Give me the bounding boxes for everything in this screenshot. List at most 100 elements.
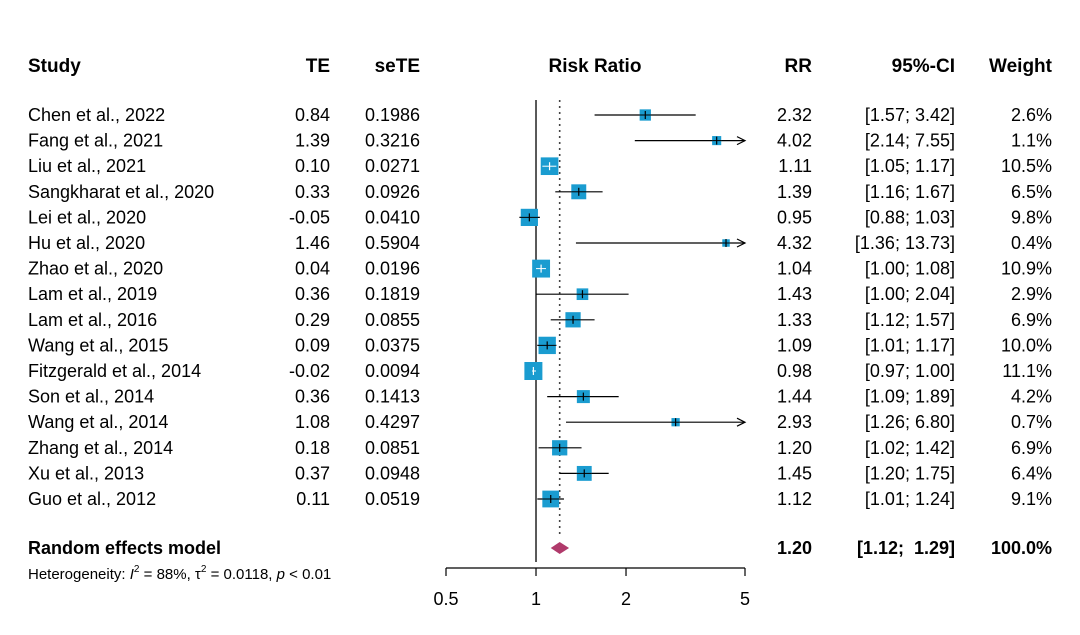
study-weight: 9.8% — [1011, 207, 1052, 227]
study-row: Wang et al., 2015 0.09 0.0375 1.09 [1.01; 1.… — [28, 335, 1052, 355]
study-row: Sangkharat et al., 2020 0.33 0.0926 1.39 [1.… — [28, 182, 1052, 202]
study-ci: [1.26; 6.80] — [865, 412, 955, 432]
study-ci: [2.14; 7.55] — [865, 131, 955, 151]
study-sete: 0.0851 — [365, 438, 420, 458]
study-row: Xu et al., 2013 0.37 0.0948 1.45 [1.20; 1.75… — [28, 463, 1052, 483]
study-te: 0.29 — [295, 310, 330, 330]
study-name: Wang et al., 2015 — [28, 335, 168, 355]
study-sete: 0.3216 — [365, 131, 420, 151]
study-rr: 2.32 — [777, 105, 812, 125]
study-weight: 6.4% — [1011, 463, 1052, 483]
study-name: Sangkharat et al., 2020 — [28, 182, 214, 202]
study-row: Zhang et al., 2014 0.18 0.0851 1.20 [1.02; 1… — [28, 438, 1052, 458]
het-i2-exp: 2 — [134, 564, 140, 575]
study-rr: 0.98 — [777, 361, 812, 381]
study-weight: 4.2% — [1011, 387, 1052, 407]
study-sete: 0.0926 — [365, 182, 420, 202]
header-risk-ratio: Risk Ratio — [549, 56, 642, 77]
het-p-value: < 0.01 — [285, 566, 331, 583]
ci-arrow — [736, 136, 747, 146]
study-name: Fitzgerald et al., 2014 — [28, 361, 201, 381]
het-i2-symbol: I — [130, 566, 134, 583]
header-sete: seTE — [375, 56, 420, 77]
study-weight: 6.5% — [1011, 182, 1052, 202]
study-te: 0.09 — [295, 335, 330, 355]
study-row: Fitzgerald et al., 2014 -0.02 0.0094 0.98 [0… — [28, 361, 1052, 381]
study-weight: 2.6% — [1011, 105, 1052, 125]
study-rr: 1.04 — [777, 259, 812, 279]
study-ci: [1.01; 1.24] — [865, 489, 955, 509]
study-te: 0.18 — [295, 438, 330, 458]
study-rr: 1.20 — [777, 438, 812, 458]
pooled-label: Random effects model — [28, 538, 221, 558]
pooled-row: Random effects model 1.20 [1.12; 1.29] 1… — [28, 538, 1052, 558]
study-te: 0.10 — [295, 156, 330, 176]
study-name: Guo et al., 2012 — [28, 489, 156, 509]
study-rr: 1.39 — [777, 182, 812, 202]
study-weight: 6.9% — [1011, 310, 1052, 330]
study-sete: 0.0094 — [365, 361, 420, 381]
study-rr: 1.33 — [777, 310, 812, 330]
x-tick-label: 2 — [621, 589, 631, 609]
study-name: Xu et al., 2013 — [28, 463, 144, 483]
study-row: Chen et al., 2022 0.84 0.1986 2.32 [1.57; 3.… — [28, 105, 1052, 125]
study-ci: [1.05; 1.17] — [865, 156, 955, 176]
study-name: Lei et al., 2020 — [28, 207, 146, 227]
study-name: Zhao et al., 2020 — [28, 259, 163, 279]
study-sete: 0.0410 — [365, 207, 420, 227]
study-name: Lam et al., 2019 — [28, 284, 157, 304]
header-study: Study — [28, 56, 81, 77]
study-ci: [0.88; 1.03] — [865, 207, 955, 227]
study-name: Lam et al., 2016 — [28, 310, 157, 330]
study-row: Zhao et al., 2020 0.04 0.0196 1.04 [1.00; 1.… — [28, 259, 1052, 279]
study-name: Fang et al., 2021 — [28, 131, 163, 151]
study-sete: 0.0519 — [365, 489, 420, 509]
study-sete: 0.0375 — [365, 335, 420, 355]
ci-arrow — [736, 238, 747, 248]
study-rr: 1.43 — [777, 284, 812, 304]
study-ci: [1.00; 1.08] — [865, 259, 955, 279]
study-ci: [1.20; 1.75] — [865, 463, 955, 483]
study-sete: 0.0271 — [365, 156, 420, 176]
study-weight: 6.9% — [1011, 438, 1052, 458]
study-row: Hu et al., 2020 1.46 0.5904 4.32 [1.36; 13.7… — [28, 233, 1052, 253]
study-sete: 0.1819 — [365, 284, 420, 304]
study-sete: 0.0855 — [365, 310, 420, 330]
het-tau-value: = 0.0118, — [206, 566, 276, 583]
study-rows: Chen et al., 2022 0.84 0.1986 2.32 [1.57; 3.… — [28, 105, 1052, 509]
study-sete: 0.1986 — [365, 105, 420, 125]
study-row: Lam et al., 2016 0.29 0.0855 1.33 [1.12; 1.5… — [28, 310, 1052, 330]
ci-arrow — [736, 417, 747, 427]
study-rr: 1.45 — [777, 463, 812, 483]
header-te: TE — [306, 56, 330, 77]
study-te: 0.04 — [295, 259, 330, 279]
pooled-diamond — [550, 542, 570, 554]
study-ci: [1.00; 2.04] — [865, 284, 955, 304]
study-weight: 10.0% — [1001, 335, 1052, 355]
study-sete: 0.4297 — [365, 412, 420, 432]
study-te: 0.33 — [295, 182, 330, 202]
x-tick-label: 5 — [740, 589, 750, 609]
study-rr: 1.12 — [777, 489, 812, 509]
x-tick-label: 0.5 — [433, 589, 458, 609]
study-sete: 0.5904 — [365, 233, 420, 253]
het-tau-exp: 2 — [201, 564, 207, 575]
study-weight: 1.1% — [1011, 131, 1052, 151]
study-te: -0.02 — [289, 361, 330, 381]
pooled-weight: 100.0% — [991, 538, 1052, 558]
header-ci: 95%-CI — [892, 56, 955, 77]
study-rr: 1.11 — [778, 156, 812, 176]
study-row: Fang et al., 2021 1.39 0.3216 4.02 [2.14; 7.… — [28, 131, 1052, 151]
study-te: 0.37 — [295, 463, 330, 483]
study-name: Wang et al., 2014 — [28, 412, 168, 432]
study-te: 0.36 — [295, 387, 330, 407]
study-te: 0.11 — [296, 489, 330, 509]
study-sete: 0.1413 — [365, 387, 420, 407]
study-row: Son et al., 2014 0.36 0.1413 1.44 [1.09; 1.8… — [28, 387, 1052, 407]
x-tick-label: 1 — [531, 589, 541, 609]
het-i2-value: = 88%, — [139, 566, 194, 583]
study-ci: [1.01; 1.17] — [865, 335, 955, 355]
header-rr: RR — [785, 56, 813, 77]
x-axis: 0.5 1 2 5 — [433, 567, 750, 609]
